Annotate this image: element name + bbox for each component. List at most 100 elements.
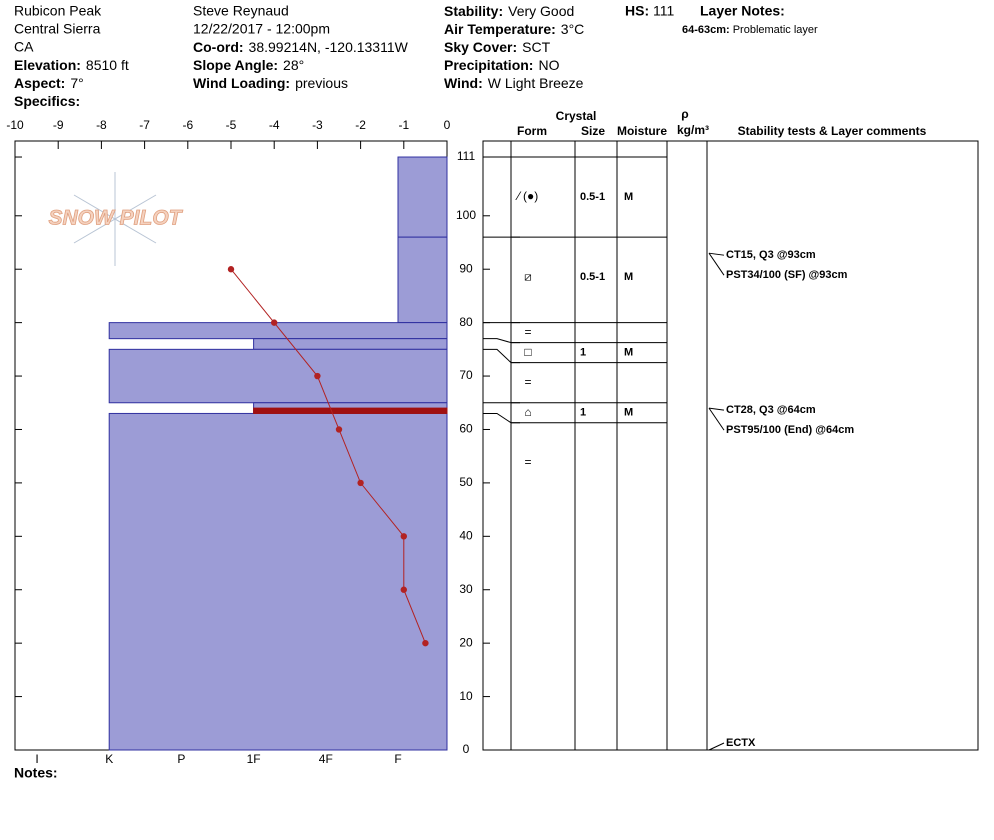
hardness-label: 1F <box>247 752 261 766</box>
temperature-point <box>314 372 321 380</box>
site-line: Central Sierra <box>14 21 101 37</box>
logo-text: SNOW PILOT <box>49 207 184 230</box>
y-tick-label: 111 <box>457 149 476 163</box>
layer-connector <box>483 348 520 364</box>
problem-layer <box>253 407 448 414</box>
test-arrow <box>708 252 725 256</box>
crystal-size: 1 <box>580 347 586 359</box>
stability-test: PST34/100 (SF) @93cm <box>726 269 848 281</box>
header-field: Specifics: <box>14 93 80 109</box>
crystal-size: 1 <box>580 407 586 419</box>
header-field: Wind Loading: previous <box>193 75 348 91</box>
hardness-bar <box>397 156 448 238</box>
x-tick-label: -10 <box>6 118 24 132</box>
hs-label: HS: <box>625 3 649 19</box>
column-header: ρ <box>681 107 688 121</box>
snowflake-arm <box>73 194 157 244</box>
crystal-form: ⌂ <box>524 405 531 419</box>
field-label: Slope Angle: <box>193 57 278 73</box>
note-text: Problematic layer <box>733 24 818 36</box>
moisture: M <box>624 407 633 419</box>
field-value: Very Good <box>508 3 574 19</box>
hardness-label: K <box>105 752 113 766</box>
crystal-form: ⧄ <box>524 269 532 283</box>
hardness-bar <box>108 412 448 751</box>
header-field: Slope Angle: 28° <box>193 57 304 73</box>
x-tick-label: 0 <box>444 118 451 132</box>
hardness-bar <box>253 338 448 350</box>
hardness-bar <box>397 236 448 324</box>
header-field: Sky Cover: SCT <box>444 39 551 55</box>
note-range: 64-63cm: <box>682 24 730 36</box>
field-value: NO <box>538 57 559 73</box>
x-tick-label: -6 <box>182 118 193 132</box>
field-label: Wind Loading: <box>193 75 290 91</box>
field-label: Stability: <box>444 3 503 19</box>
layer-connector <box>483 338 520 344</box>
x-tick-label: -9 <box>53 118 64 132</box>
field-value: previous <box>295 75 348 91</box>
field-value: 7° <box>70 75 83 91</box>
y-tick-label: 60 <box>459 422 473 436</box>
hs-value: 111 <box>653 3 674 19</box>
x-tick-label: -5 <box>226 118 237 132</box>
stability-test: CT15, Q3 @93cm <box>726 249 816 261</box>
x-tick-label: -4 <box>269 118 280 132</box>
column-header: Moisture <box>617 124 667 138</box>
field-label: Specifics: <box>14 93 80 109</box>
crystal-size: 0.5-1 <box>580 191 605 203</box>
moisture: M <box>624 191 633 203</box>
header-field: Wind: W Light Breeze <box>444 75 584 91</box>
layer-notes-title: Layer Notes: <box>700 3 785 19</box>
observer-line: Steve Reynaud <box>193 3 289 19</box>
layer-connector <box>483 412 520 424</box>
field-value: 8510 ft <box>86 57 129 73</box>
crystal-form: ⁄ (●) <box>515 189 539 203</box>
column-header: Form <box>517 124 547 138</box>
header-field: Elevation: 8510 ft <box>14 57 129 73</box>
site-line: CA <box>14 39 34 55</box>
x-tick-label: -8 <box>96 118 107 132</box>
test-arrow <box>708 742 725 751</box>
crystal-form: = <box>524 455 531 469</box>
field-value: 28° <box>283 57 304 73</box>
crystal-size: 0.5-1 <box>580 271 605 283</box>
temperature-point <box>335 426 343 433</box>
x-tick-label: -7 <box>139 118 150 132</box>
hardness-bar <box>108 348 448 404</box>
notes-label: Notes: <box>14 765 58 781</box>
hardness-label: 4F <box>319 752 333 766</box>
field-label: Aspect: <box>14 75 65 91</box>
field-label: Wind: <box>444 75 483 91</box>
x-tick-label: -1 <box>398 118 409 132</box>
column-header: Crystal <box>556 109 597 123</box>
y-tick-label: 10 <box>459 689 473 703</box>
test-arrow <box>708 252 725 276</box>
moisture: M <box>624 347 633 359</box>
column-header: kg/m³ <box>677 123 709 137</box>
site-line: Rubicon Peak <box>14 3 102 19</box>
field-value: SCT <box>522 39 550 55</box>
y-tick-label: 40 <box>459 528 473 542</box>
column-header: Stability tests & Layer comments <box>738 124 927 138</box>
header-field: Precipitation: NO <box>444 57 560 73</box>
field-label: Sky Cover: <box>444 39 517 55</box>
hardness-label: F <box>394 752 401 766</box>
moisture: M <box>624 271 633 283</box>
field-label: Precipitation: <box>444 57 533 73</box>
table-frame <box>482 140 979 751</box>
y-tick-label: 100 <box>456 208 476 222</box>
temperature-point <box>227 266 235 273</box>
field-value: 3°C <box>561 21 585 37</box>
header-field: Stability: Very Good <box>444 3 574 19</box>
crystal-form: = <box>524 325 531 339</box>
temperature-point <box>400 533 407 540</box>
logo <box>73 172 157 266</box>
hardness-label: P <box>177 752 185 766</box>
field-value: W Light Breeze <box>488 75 584 91</box>
y-tick-label: 70 <box>459 368 473 382</box>
x-tick-label: -3 <box>312 118 323 132</box>
column-header: Size <box>581 124 605 138</box>
hardness-bar <box>108 322 448 340</box>
